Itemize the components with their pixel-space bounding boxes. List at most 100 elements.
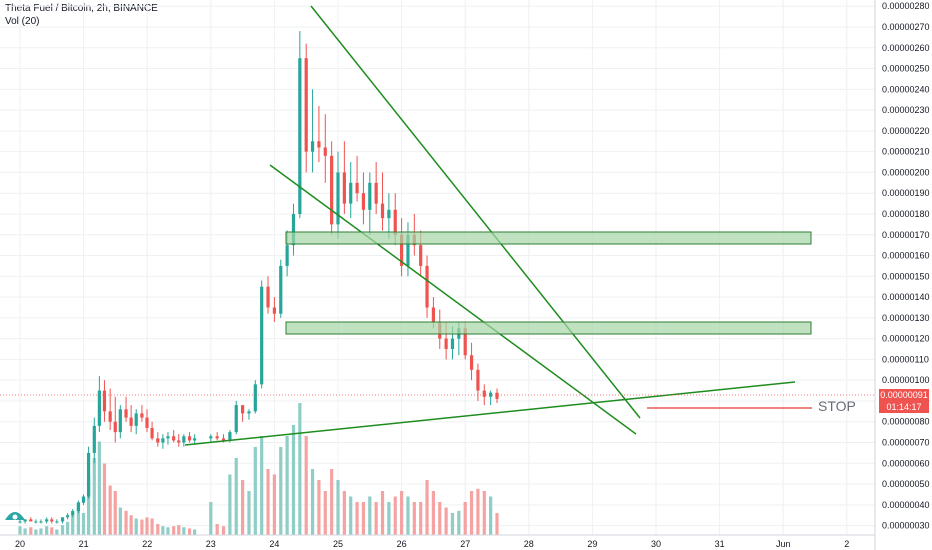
y-tick-label: 0.00000110 [882, 354, 929, 364]
volume-bar [18, 526, 22, 535]
candle-body [23, 519, 27, 522]
candle-body [215, 436, 219, 439]
volume-bar [489, 496, 493, 535]
y-tick-label: 0.00000080 [882, 417, 930, 427]
y-tick-label: 0.00000130 [882, 313, 930, 323]
x-tick-label: 27 [460, 539, 470, 549]
y-tick-label: 0.00000150 [882, 271, 930, 281]
volume-bar [431, 491, 435, 535]
candle-body [349, 182, 353, 204]
candle-body [489, 392, 493, 397]
volume-bar [66, 521, 70, 535]
candle-body [102, 390, 107, 412]
y-tick-label: 0.00000140 [882, 292, 930, 302]
volume-bar [234, 458, 238, 535]
candle-body [387, 209, 391, 219]
candle-body [355, 182, 359, 194]
candle-body [266, 286, 270, 308]
volume-bar [86, 474, 91, 535]
volume-bar [215, 524, 219, 535]
candle-body [18, 521, 22, 523]
volume-bar [241, 480, 245, 535]
candle-body [145, 417, 149, 428]
y-tick-label: 0.00000230 [882, 105, 930, 115]
volume-bar [355, 502, 359, 535]
x-tick-label: Jun [776, 539, 791, 549]
volume-bar [419, 502, 423, 535]
candle-body [124, 409, 128, 418]
candle-body [50, 519, 54, 522]
candle-body [253, 384, 257, 412]
volume-bar [118, 507, 122, 535]
candle-body [419, 245, 423, 266]
volume-bar [336, 480, 340, 535]
candle-body [285, 245, 289, 266]
volume-bar [177, 525, 181, 535]
volume-bar [482, 491, 486, 535]
candle-body [330, 155, 334, 225]
candle-body [336, 172, 340, 225]
volume-bar [425, 480, 429, 535]
volume-bar [387, 502, 391, 535]
volume-bar [113, 491, 117, 535]
y-tick-label: 0.00000050 [882, 479, 930, 489]
candle-body [310, 141, 315, 152]
volume-bar [209, 502, 213, 535]
volume-bar [463, 502, 467, 535]
y-tick-label: 0.00000160 [882, 251, 930, 261]
resistance-zone-lower [285, 321, 812, 335]
y-axis: 0.00000030 0.00000040 0.00000050 0.00000060… [882, 1, 930, 530]
support-trendline [184, 381, 796, 446]
candle-body [368, 182, 372, 210]
y-tick-label: 0.00000180 [882, 209, 930, 219]
volume-bar [406, 496, 410, 535]
candle-body [60, 517, 65, 522]
y-tick-label: 0.00000120 [882, 334, 930, 344]
x-tick-label: 20 [15, 539, 25, 549]
candle-body [323, 147, 327, 156]
y-tick-label: 0.00000250 [882, 64, 930, 74]
volume-bar [92, 458, 96, 535]
x-axis: 20 21 22 23 24 25 26 27 28 29 30 31 Jun 2 [15, 539, 849, 549]
y-tick-label: 0.00000030 [882, 521, 930, 531]
candle-body [134, 413, 138, 426]
volume-bar [161, 526, 165, 535]
chart-title: Theta Fuel / Bitcoin, 2h, BINANCE [5, 3, 158, 14]
candle-body [156, 438, 160, 443]
y-tick-label: 0.00000280 [882, 1, 930, 11]
candle-body [361, 193, 366, 210]
grid [0, 0, 875, 535]
candle-body [221, 438, 226, 441]
candle-body [291, 213, 296, 246]
x-tick-label: 31 [715, 539, 725, 549]
x-tick-label: 25 [333, 539, 343, 549]
x-tick-label: 22 [142, 539, 152, 549]
volume-bars [18, 403, 499, 535]
volume-bar [134, 518, 138, 535]
candle-body [304, 58, 308, 152]
volume-bar [81, 513, 86, 535]
volume-bar [393, 496, 397, 535]
candle-body [298, 58, 302, 214]
candle-body [66, 515, 70, 518]
candle-body [482, 390, 486, 397]
volume-bar [298, 403, 302, 535]
y-tick-label: 0.00000220 [882, 126, 930, 136]
candle-body [81, 496, 86, 503]
volume-bar [330, 469, 334, 535]
volume-bar [374, 502, 378, 535]
candle-body [172, 436, 176, 441]
volume-bar [291, 425, 296, 535]
volume-bar [361, 502, 366, 535]
volume-bar [221, 526, 226, 535]
candle-body [92, 425, 96, 453]
volume-bar [39, 528, 43, 535]
x-tick-label: 2 [844, 539, 849, 549]
y-tick-label: 0.00000210 [882, 147, 930, 157]
volume-indicator-label[interactable]: Vol (20) [5, 16, 40, 27]
y-tick-label: 0.00000260 [882, 43, 930, 53]
volume-bar [444, 507, 448, 535]
volume-bar [102, 463, 107, 535]
candle-body [425, 265, 429, 308]
